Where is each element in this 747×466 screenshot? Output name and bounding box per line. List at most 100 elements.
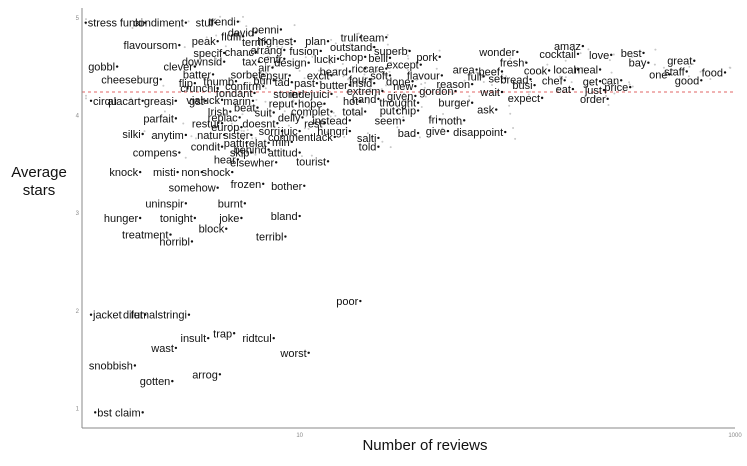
background-point [295, 135, 298, 138]
background-point [662, 66, 665, 69]
data-point [298, 151, 301, 154]
point-label: silki [122, 129, 140, 141]
data-point [253, 91, 256, 95]
point-label: indejuici [290, 89, 330, 101]
background-point [264, 100, 267, 103]
data-point [298, 92, 301, 96]
data-point [84, 21, 87, 24]
data-point [293, 40, 297, 43]
data-point [504, 130, 507, 134]
point-label: team [360, 32, 384, 44]
background-point [240, 129, 243, 132]
background-point [206, 123, 209, 126]
background-point [381, 140, 384, 143]
background-point [187, 83, 190, 86]
data-point [411, 80, 414, 83]
data-point [206, 336, 210, 340]
background-point [631, 56, 634, 59]
background-point [415, 78, 418, 81]
point-label: put [380, 106, 395, 118]
background-point [247, 53, 250, 56]
data-point [377, 145, 380, 148]
background-point [254, 109, 257, 112]
data-point [222, 133, 226, 137]
background-point [605, 94, 608, 97]
background-point [254, 153, 257, 156]
background-point [347, 78, 350, 81]
background-point [484, 74, 487, 77]
background-point [106, 62, 109, 65]
point-label: amaz [554, 41, 581, 53]
point-label: heard [320, 66, 348, 78]
background-point [628, 81, 631, 84]
data-point [348, 119, 352, 122]
point-label: poor [336, 296, 358, 308]
point-label: delly [278, 112, 301, 124]
background-point [178, 25, 181, 28]
background-point [424, 81, 427, 84]
data-point [204, 99, 207, 102]
data-point [262, 182, 265, 186]
background-point [184, 156, 187, 159]
background-point [143, 130, 146, 133]
point-label: funki [120, 18, 143, 30]
point-label: except [386, 60, 418, 72]
background-point [351, 109, 354, 112]
background-point [320, 114, 323, 117]
point-label: extrem [347, 86, 381, 98]
data-point [178, 151, 181, 154]
data-point [336, 57, 340, 60]
background-point [274, 80, 277, 83]
point-label: air [258, 63, 271, 75]
background-point [369, 67, 372, 70]
background-point [659, 73, 662, 76]
background-point [261, 77, 264, 80]
data-point [267, 148, 270, 151]
background-point [616, 85, 619, 88]
point-label: femalstringi [131, 310, 187, 322]
data-point [264, 40, 268, 44]
background-point [261, 79, 264, 82]
point-label: set [489, 73, 504, 85]
background-point [182, 122, 185, 125]
data-point [169, 233, 172, 236]
x-axis-ticks: 10 1000 [296, 433, 742, 439]
background-point [374, 40, 377, 43]
data-point [251, 99, 255, 102]
data-point [200, 170, 203, 174]
background-point [230, 122, 233, 125]
background-point [468, 95, 471, 98]
data-point [377, 97, 380, 101]
background-point [396, 66, 399, 69]
background-point [287, 124, 290, 127]
data-point [414, 94, 417, 98]
point-label: chip [396, 106, 416, 118]
background-point [581, 67, 584, 70]
background-point [300, 155, 303, 158]
background-point [321, 103, 324, 106]
background-point [247, 32, 250, 35]
background-point [412, 134, 415, 137]
y-axis-ticks: 1 2 3 4 5 [76, 16, 80, 413]
point-label: insid [350, 78, 373, 90]
data-point [642, 51, 645, 55]
point-label: compens [133, 148, 178, 160]
background-point [509, 57, 512, 60]
data-point [571, 87, 575, 91]
background-point [173, 153, 176, 156]
background-point [142, 21, 145, 24]
point-label: beat [234, 103, 255, 115]
point-label: order [580, 94, 606, 106]
background-point [441, 127, 444, 130]
background-point [304, 56, 307, 59]
data-point [218, 373, 222, 376]
background-point [456, 101, 459, 104]
background-point [300, 84, 303, 87]
background-point [311, 55, 314, 58]
background-point [262, 52, 265, 55]
point-label: plan [305, 36, 326, 48]
background-point [455, 118, 458, 121]
background-point [251, 137, 254, 140]
data-point [283, 48, 286, 52]
data-point [359, 299, 362, 303]
